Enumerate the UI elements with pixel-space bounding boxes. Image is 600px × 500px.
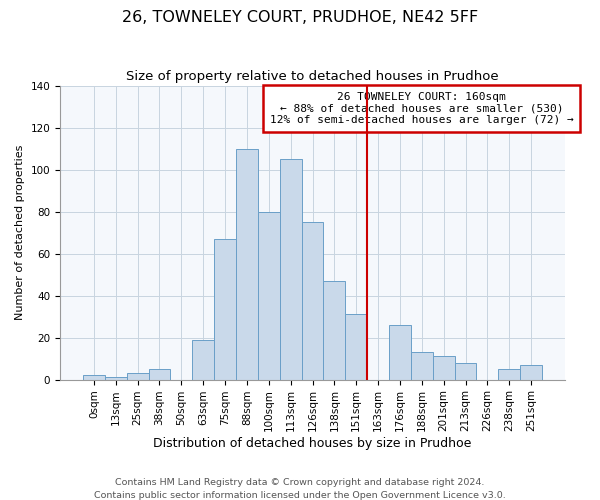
Bar [236, 148, 258, 380]
Bar [214, 239, 236, 380]
Text: 26, TOWNELEY COURT, PRUDHOE, NE42 5FF: 26, TOWNELEY COURT, PRUDHOE, NE42 5FF [122, 10, 478, 25]
Bar [280, 159, 302, 380]
Bar [345, 314, 367, 380]
Bar [520, 365, 542, 380]
Bar [433, 356, 455, 380]
Bar [323, 281, 345, 380]
Bar [258, 212, 280, 380]
Y-axis label: Number of detached properties: Number of detached properties [15, 145, 25, 320]
Bar [127, 374, 149, 380]
Text: Contains HM Land Registry data © Crown copyright and database right 2024.
Contai: Contains HM Land Registry data © Crown c… [94, 478, 506, 500]
Bar [389, 325, 411, 380]
Title: Size of property relative to detached houses in Prudhoe: Size of property relative to detached ho… [126, 70, 499, 83]
Bar [192, 340, 214, 380]
Bar [411, 352, 433, 380]
Bar [149, 369, 170, 380]
Bar [499, 369, 520, 380]
Bar [105, 378, 127, 380]
X-axis label: Distribution of detached houses by size in Prudhoe: Distribution of detached houses by size … [154, 437, 472, 450]
Bar [83, 376, 105, 380]
Bar [302, 222, 323, 380]
Bar [455, 363, 476, 380]
Text: 26 TOWNELEY COURT: 160sqm
← 88% of detached houses are smaller (530)
12% of semi: 26 TOWNELEY COURT: 160sqm ← 88% of detac… [270, 92, 574, 125]
